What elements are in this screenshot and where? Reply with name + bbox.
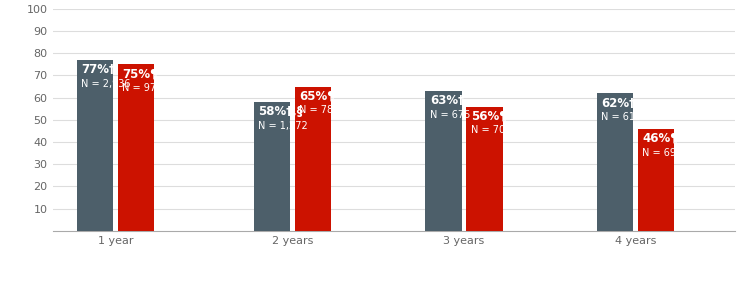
Bar — [466, 107, 503, 231]
Text: N = 782: N = 782 — [299, 105, 340, 115]
Text: N = 675: N = 675 — [430, 110, 470, 120]
Text: N = 1,272: N = 1,272 — [258, 121, 308, 131]
Text: N = 971: N = 971 — [122, 83, 163, 93]
Text: 77%†: 77%† — [81, 63, 115, 76]
Text: 46%¶: 46%¶ — [643, 132, 678, 145]
Text: 58%†,§: 58%†,§ — [258, 105, 303, 118]
Text: 65%¶: 65%¶ — [299, 90, 335, 103]
Bar — [254, 102, 290, 231]
Text: 75%¶: 75%¶ — [122, 68, 158, 81]
Text: 56%¶: 56%¶ — [471, 110, 506, 123]
Text: 62%†: 62%† — [602, 96, 635, 110]
Bar — [295, 86, 332, 231]
Text: 63%†: 63%† — [430, 94, 464, 107]
Bar — [425, 91, 462, 231]
Text: N = 693: N = 693 — [643, 148, 682, 158]
Text: N = 615: N = 615 — [602, 112, 641, 122]
Bar — [76, 60, 113, 231]
Text: N = 703: N = 703 — [471, 126, 512, 136]
Bar — [597, 93, 633, 231]
Text: N = 2,936: N = 2,936 — [81, 79, 130, 89]
Bar — [638, 129, 674, 231]
Bar — [118, 64, 154, 231]
